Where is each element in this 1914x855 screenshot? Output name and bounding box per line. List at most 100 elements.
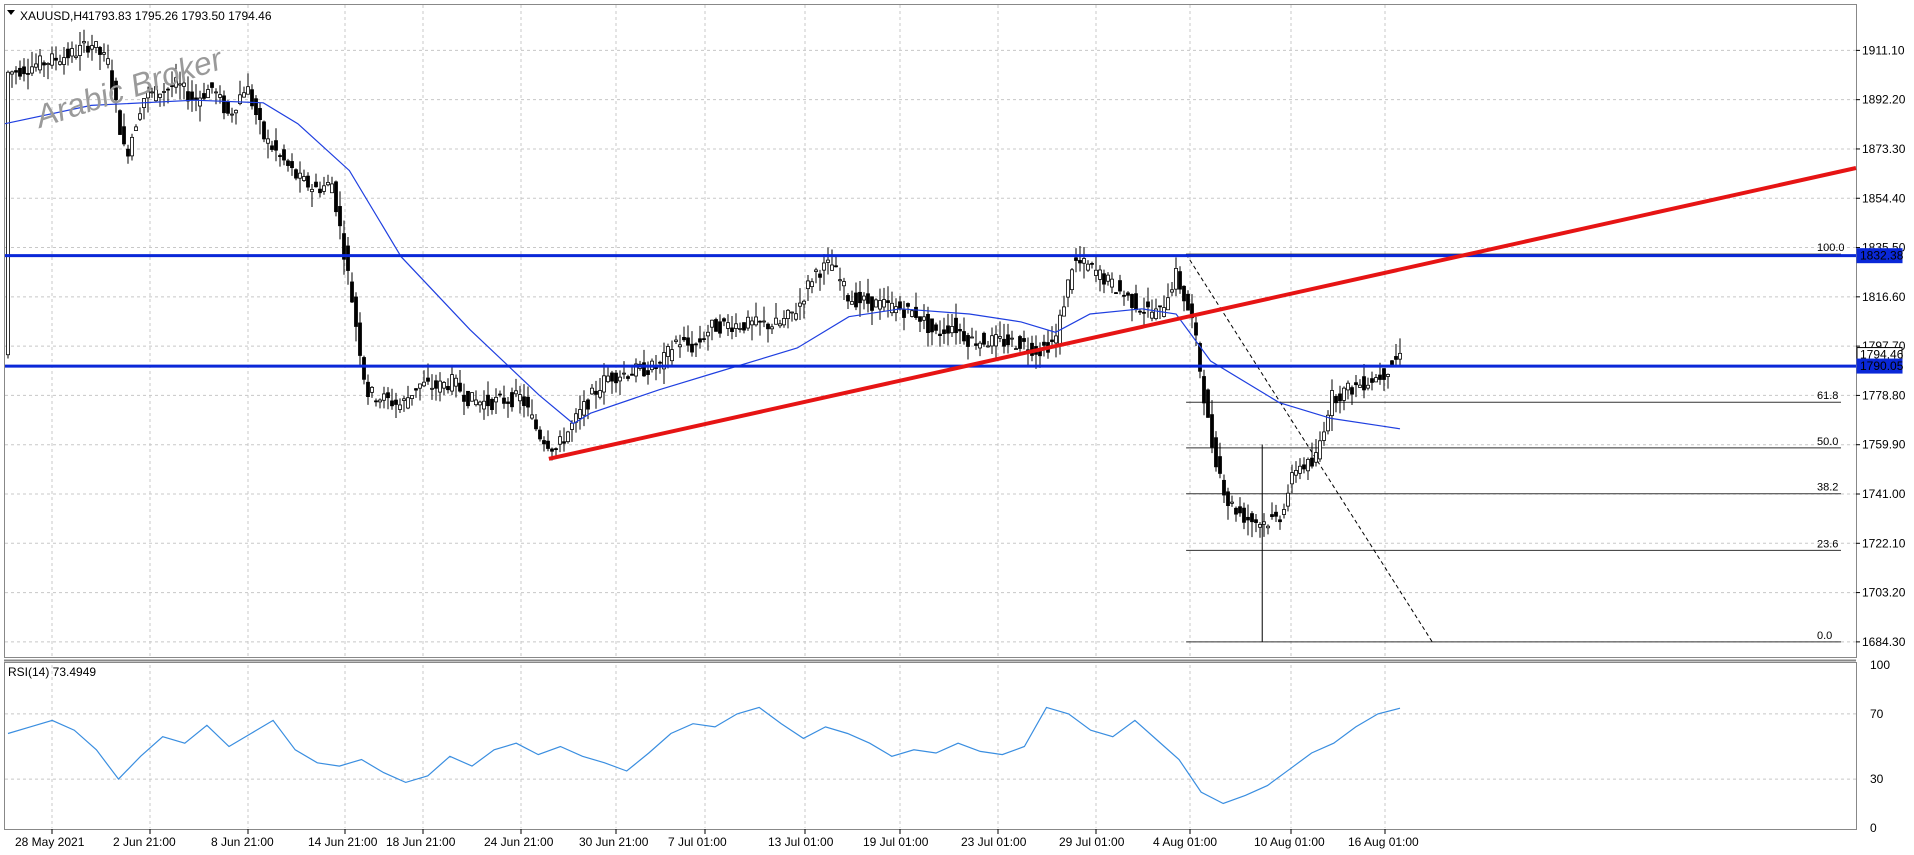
candle-body bbox=[746, 316, 750, 329]
candle-body bbox=[702, 338, 706, 341]
candle-body bbox=[218, 94, 222, 98]
candle-body bbox=[1378, 374, 1382, 380]
candle-body bbox=[42, 62, 46, 66]
candle-body bbox=[966, 335, 970, 347]
candle-body bbox=[838, 279, 842, 282]
candle-body bbox=[730, 327, 734, 332]
candle-body bbox=[870, 296, 874, 311]
candle-body bbox=[606, 375, 610, 383]
grid bbox=[5, 5, 1856, 828]
candle-body bbox=[22, 66, 26, 75]
candle-body bbox=[210, 82, 214, 88]
candle-body bbox=[914, 306, 918, 318]
candle-body bbox=[1118, 280, 1122, 292]
candle-body bbox=[222, 95, 226, 114]
rsi-indicator bbox=[7, 706, 1401, 805]
price-tag bbox=[1856, 358, 1903, 374]
fib-level-label: 23.6 bbox=[1817, 538, 1838, 550]
price-tag-label: 1794.46 bbox=[1860, 348, 1904, 362]
candle-body bbox=[618, 376, 622, 382]
candle-body bbox=[774, 317, 778, 325]
candle-body bbox=[526, 396, 530, 408]
candle-body bbox=[954, 317, 958, 334]
candle-body bbox=[1122, 294, 1126, 297]
candle-body bbox=[890, 302, 894, 314]
candle-body bbox=[658, 361, 662, 364]
candle-body bbox=[114, 80, 118, 101]
candle-body bbox=[934, 324, 938, 331]
candle-body bbox=[390, 400, 394, 407]
candle-body bbox=[1234, 507, 1238, 515]
candle-body bbox=[794, 313, 798, 320]
symbol-dropdown-icon[interactable] bbox=[7, 10, 15, 15]
candle-body bbox=[246, 86, 250, 95]
candle-body bbox=[842, 281, 846, 287]
candle-body bbox=[778, 323, 782, 327]
y-tick-label: 1854.40 bbox=[1862, 191, 1906, 205]
candle-body bbox=[566, 431, 570, 443]
candle-body bbox=[490, 399, 494, 410]
candle-body bbox=[1210, 414, 1214, 448]
candle-body bbox=[278, 155, 282, 157]
candle-body bbox=[458, 382, 462, 392]
candle-body bbox=[342, 233, 346, 260]
candle-body bbox=[1222, 479, 1226, 496]
candle-body bbox=[1198, 343, 1202, 372]
candle-body bbox=[1386, 374, 1390, 377]
candle-body bbox=[98, 46, 102, 55]
candle-body bbox=[214, 91, 218, 94]
candle-body bbox=[514, 390, 518, 395]
candle-body bbox=[1278, 519, 1282, 523]
candle-body bbox=[690, 343, 694, 353]
candle-body bbox=[178, 83, 182, 86]
candle-body bbox=[986, 345, 990, 348]
candle-body bbox=[430, 387, 434, 390]
candle-body bbox=[878, 300, 882, 310]
candle-body bbox=[434, 380, 438, 389]
rsi-plot-frame bbox=[4, 662, 1857, 830]
price-axis: 1911.101892.201873.301854.401835.501816.… bbox=[1856, 43, 1906, 649]
candle-body bbox=[1002, 338, 1006, 347]
candle-body bbox=[62, 57, 66, 65]
candle-body bbox=[858, 291, 862, 304]
candle-body bbox=[1262, 521, 1266, 525]
candle-body bbox=[110, 70, 114, 90]
candle-body bbox=[666, 346, 670, 357]
candle-body bbox=[346, 245, 350, 271]
candle-body bbox=[610, 372, 614, 382]
candle-body bbox=[130, 136, 134, 157]
candle-body bbox=[1014, 348, 1018, 350]
y-tick-label: 1816.60 bbox=[1862, 290, 1906, 304]
candle-body bbox=[1230, 501, 1234, 504]
candle-body bbox=[198, 97, 202, 107]
candle-body bbox=[1246, 516, 1250, 521]
candle-body bbox=[334, 181, 338, 213]
candle-body bbox=[502, 397, 506, 404]
candle-body bbox=[462, 394, 466, 402]
candle-body bbox=[1170, 289, 1174, 293]
candle-body bbox=[102, 52, 106, 55]
candle-body bbox=[738, 328, 742, 330]
candle-body bbox=[994, 334, 998, 347]
candle-body bbox=[74, 55, 78, 58]
fib-level-label: 50.0 bbox=[1817, 436, 1838, 448]
candle-body bbox=[1370, 378, 1374, 383]
candle-body bbox=[938, 333, 942, 336]
candle-body bbox=[378, 399, 382, 403]
x-tick-label: 28 May 2021 bbox=[15, 835, 85, 849]
candle-body bbox=[626, 376, 630, 379]
candle-body bbox=[1330, 390, 1334, 417]
candle-body bbox=[542, 440, 546, 445]
candle-body bbox=[362, 357, 366, 380]
candle-body bbox=[1134, 293, 1138, 311]
x-tick-label: 2 Jun 21:00 bbox=[113, 835, 176, 849]
candle-body bbox=[846, 295, 850, 302]
candle-body bbox=[810, 281, 814, 288]
candle-body bbox=[1082, 258, 1086, 264]
candle-body bbox=[14, 70, 18, 73]
candle-body bbox=[286, 160, 290, 166]
rsi-tick-label: 0 bbox=[1870, 821, 1877, 835]
rsi-label: RSI(14) 73.4949 bbox=[8, 665, 96, 679]
candle-body bbox=[1286, 492, 1290, 507]
